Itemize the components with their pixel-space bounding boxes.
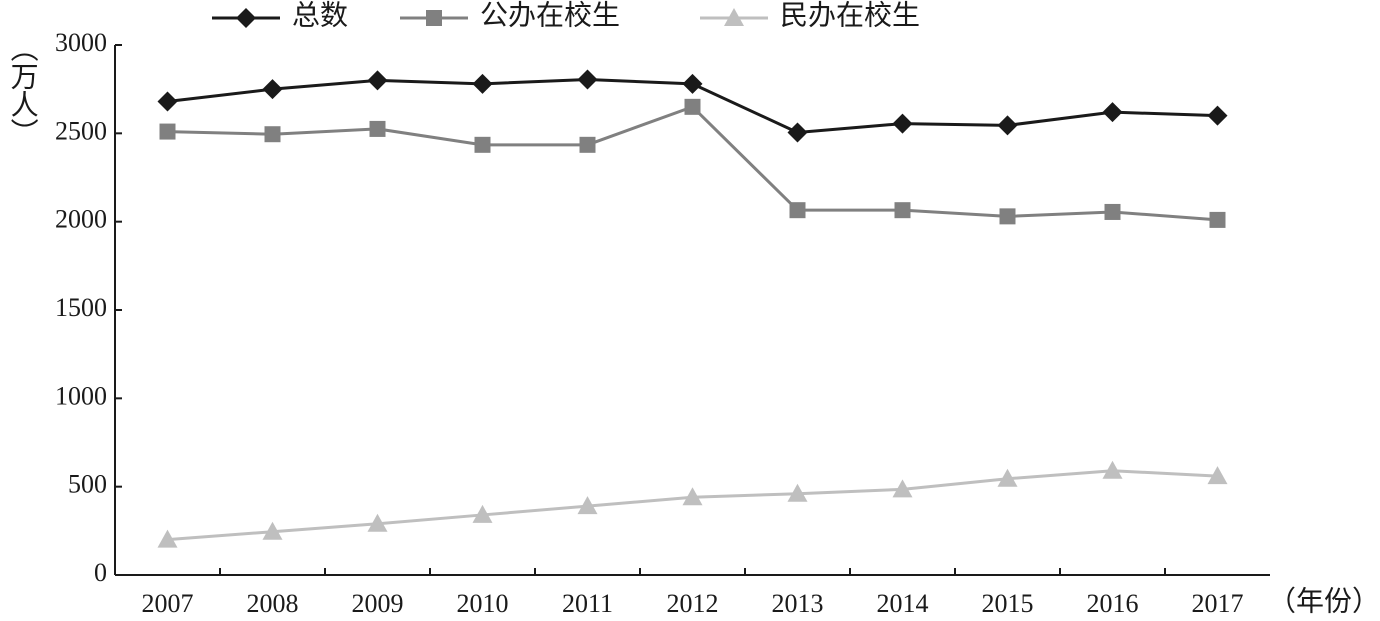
data-point [262,79,283,100]
data-point [997,468,1018,487]
data-point [787,483,808,502]
data-point [1207,105,1228,126]
data-point [1209,211,1226,228]
x-axis-label: （年份） [1268,585,1380,617]
data-point [997,115,1018,136]
data-point [367,513,388,532]
data-point [157,91,178,112]
y-tick-label: 0 [94,558,107,587]
y-tick-label: 2000 [55,205,107,234]
y-tick-label: 1500 [55,293,107,322]
data-point [684,98,701,115]
x-tick-label: 2015 [982,589,1034,618]
data-point [157,529,178,548]
data-point [787,122,808,143]
data-point [577,69,598,90]
data-point [369,120,386,137]
data-point [999,208,1016,225]
data-point [264,126,281,143]
x-tick-label: 2009 [352,589,404,618]
data-point [579,136,596,153]
data-point [1104,203,1121,220]
data-point [894,202,911,219]
legend-label: 总数 [292,0,348,31]
series-line [167,105,1218,222]
x-tick-label: 2013 [772,589,824,618]
x-tick-label: 2010 [457,589,509,618]
y-tick-label: 1000 [55,381,107,410]
y-axis-label: （万人） [7,34,39,146]
data-point [159,123,176,140]
x-tick-label: 2014 [877,589,929,618]
data-point [474,136,491,153]
x-tick-label: 2011 [562,589,613,618]
legend-marker [426,10,442,26]
legend-marker [236,8,256,28]
data-point [262,521,283,540]
data-point [367,70,388,91]
data-point [789,202,806,219]
x-tick-label: 2017 [1192,589,1244,618]
data-point [682,73,703,94]
x-tick-label: 2012 [667,589,719,618]
y-tick-label: 2500 [55,116,107,145]
data-point [577,496,598,515]
x-tick-label: 2007 [142,589,194,618]
legend-label: 民办在校生 [780,0,920,31]
data-point [1102,460,1123,479]
data-point [472,73,493,94]
data-point [892,479,913,498]
data-point [1207,466,1228,485]
x-tick-label: 2016 [1087,589,1139,618]
legend-label: 公办在校生 [480,0,620,31]
x-tick-label: 2008 [247,589,299,618]
legend-marker [724,8,744,26]
y-tick-label: 3000 [55,28,107,57]
data-point [892,113,913,134]
y-tick-label: 500 [68,470,107,499]
data-point [472,504,493,523]
data-point [1102,102,1123,123]
data-point [682,487,703,506]
